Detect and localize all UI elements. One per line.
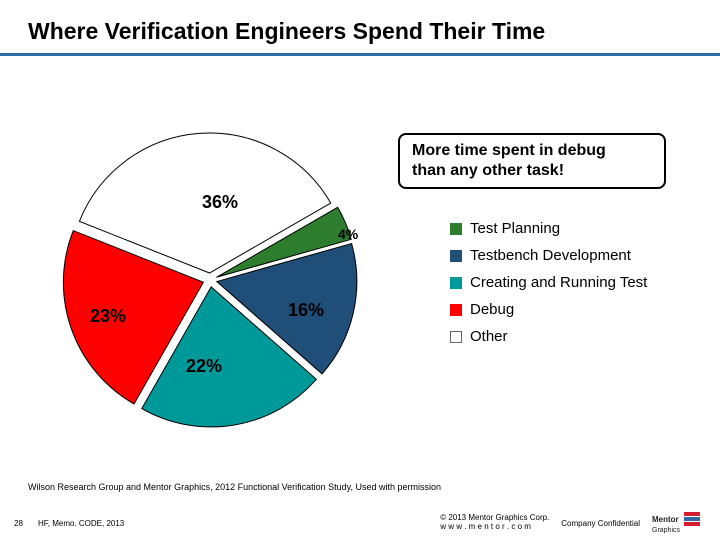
pie-pct-label: 36% — [202, 192, 238, 213]
legend-label: Test Planning — [470, 220, 560, 237]
event-code: HF, Memo. CODE, 2013 — [38, 519, 124, 528]
pie-pct-label: 16% — [288, 300, 324, 321]
svg-text:Mentor: Mentor — [652, 515, 679, 524]
legend-item: Testbench Development — [450, 247, 647, 264]
pie-pct-label: 4% — [338, 226, 358, 242]
legend-item: Creating and Running Test — [450, 274, 647, 291]
legend-item: Test Planning — [450, 220, 647, 237]
mentor-logo: Mentor Graphics — [650, 510, 702, 536]
legend-swatch — [450, 277, 462, 289]
legend-swatch — [450, 304, 462, 316]
confidential-label: Company Confidential — [561, 519, 640, 528]
legend-swatch — [450, 223, 462, 235]
legend-item: Debug — [450, 301, 647, 318]
copyright: © 2013 Mentor Graphics Corp. w w w . m e… — [440, 514, 549, 532]
legend-label: Other — [470, 328, 508, 345]
pie-pct-label: 22% — [186, 356, 222, 377]
legend-swatch — [450, 250, 462, 262]
svg-text:Graphics: Graphics — [652, 527, 681, 534]
legend-label: Creating and Running Test — [470, 274, 647, 291]
legend: Test Planning Testbench Development Creati… — [450, 220, 647, 355]
pie-pct-label: 23% — [90, 306, 126, 327]
page-number: 28 — [14, 519, 38, 528]
legend-label: Debug — [470, 301, 514, 318]
legend-swatch — [450, 331, 462, 343]
source-citation: Wilson Research Group and Mentor Graphic… — [28, 482, 441, 492]
legend-label: Testbench Development — [470, 247, 631, 264]
legend-item: Other — [450, 328, 647, 345]
footer-bar: 28 HF, Memo. CODE, 2013 © 2013 Mentor Gr… — [0, 506, 720, 540]
